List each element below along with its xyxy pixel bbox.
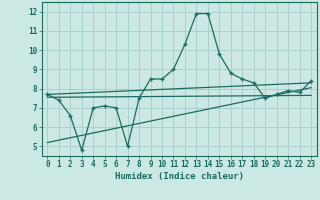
X-axis label: Humidex (Indice chaleur): Humidex (Indice chaleur) [115,172,244,181]
